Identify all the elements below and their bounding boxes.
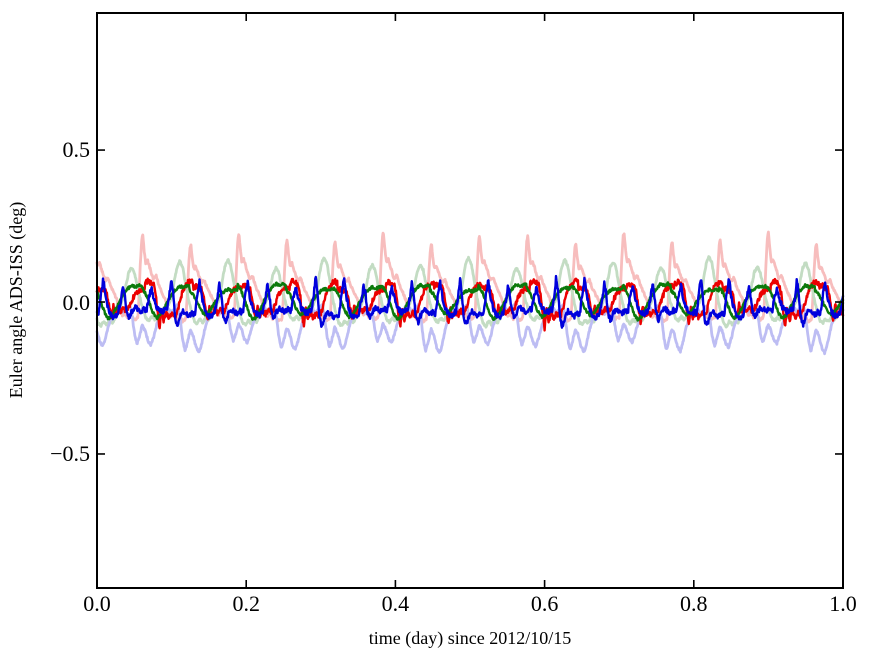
x-axis-label: time (day) since 2012/10/15 (369, 628, 571, 649)
y-tick-label-1: 0.0 (63, 290, 91, 315)
x-tick-label-1: 0.2 (232, 591, 260, 616)
y-tick-label-0: 0.5 (63, 137, 91, 162)
x-tick-label-4: 0.8 (680, 591, 708, 616)
x-tick-label-5: 1.0 (829, 591, 857, 616)
x-tick-label-0: 0.0 (83, 591, 111, 616)
x-tick-label-3: 0.6 (531, 591, 559, 616)
plot-series (95, 230, 845, 356)
series-euler-angle-2-raw-pale-green (95, 255, 845, 329)
y-tick-labels: 0.5 0.0 −0.5 (50, 137, 90, 466)
x-tick-label-2: 0.4 (382, 591, 410, 616)
series-euler-angle-3-smoothed-blue (95, 274, 845, 329)
tick-marks (96, 13, 844, 588)
plot-frame (96, 12, 844, 589)
y-tick-label-2: −0.5 (50, 441, 90, 466)
x-tick-labels: 0.0 0.2 0.4 0.6 0.8 1.0 (83, 591, 857, 616)
series-euler-angle-1-smoothed-red (95, 277, 845, 332)
y-axis-label: Euler angle ADS-ISS (deg) (6, 202, 27, 398)
